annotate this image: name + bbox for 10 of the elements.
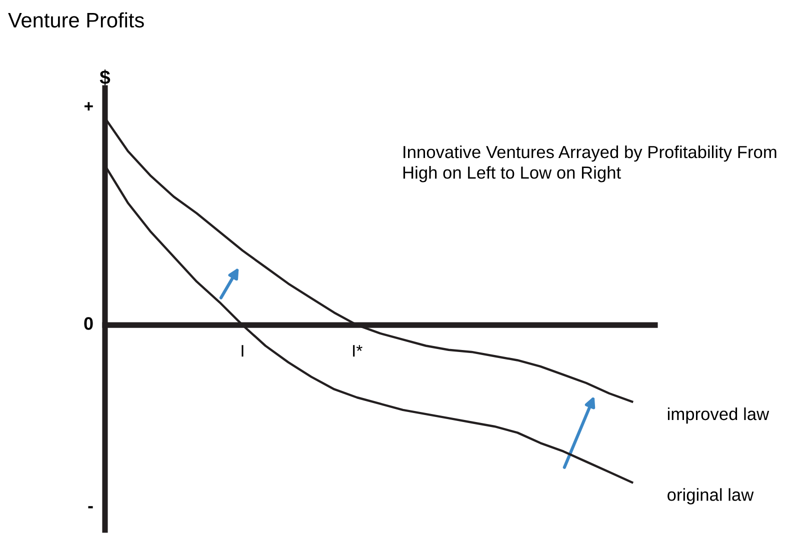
chart-title: Venture Profits	[8, 12, 144, 28]
annotation: Innovative Ventures Arrayed by Profitability From High on Left to Low on Right	[403, 145, 776, 182]
text: original law	[668, 488, 754, 504]
y-axis-title: $	[100, 70, 110, 86]
x-tick-label: I*	[353, 345, 362, 357]
text: +	[84, 102, 93, 111]
text: 0	[84, 317, 93, 330]
text: -	[88, 506, 93, 508]
x-tick-label: I	[242, 345, 244, 357]
text: improved law	[668, 407, 770, 424]
